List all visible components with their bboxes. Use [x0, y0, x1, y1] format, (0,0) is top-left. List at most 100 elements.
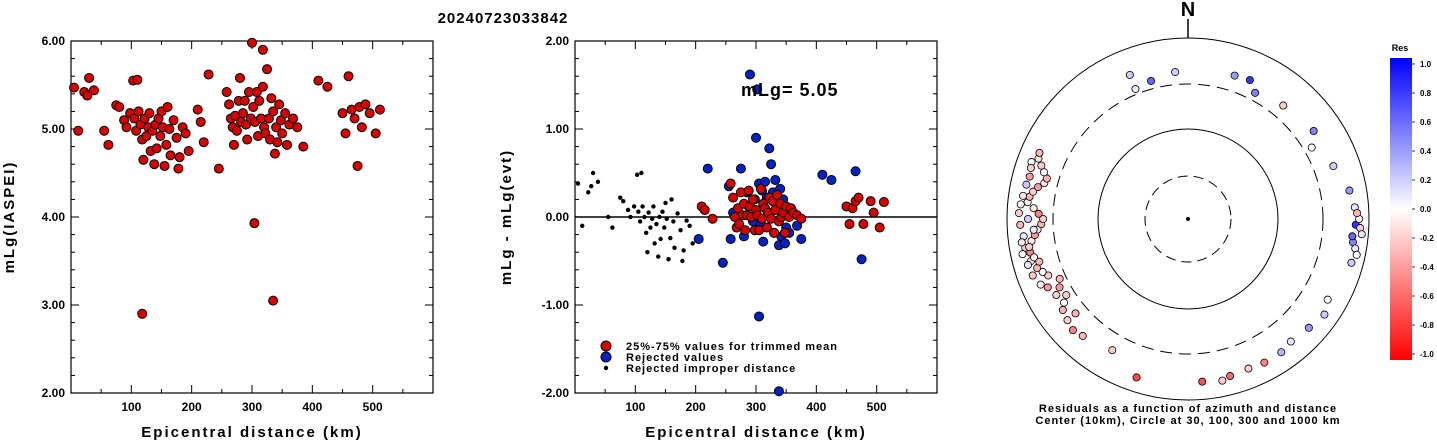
improper-distance-point	[621, 198, 626, 204]
residual-point	[1286, 337, 1295, 346]
rejected-point	[779, 238, 790, 249]
colorbar-tick-label: -0.4	[1420, 263, 1434, 272]
y-tick-label: 0.00	[546, 210, 570, 224]
residual-point	[1309, 127, 1318, 136]
x-tick-label: 400	[806, 400, 826, 414]
improper-distance-point	[662, 225, 667, 230]
residual-point	[1352, 250, 1361, 259]
residual-point	[1357, 230, 1366, 239]
rejected-point	[725, 234, 736, 244]
x-tick-label: 400	[302, 400, 322, 414]
data-point	[349, 113, 360, 124]
improper-distance-point	[590, 170, 596, 176]
residual-point	[1014, 209, 1023, 218]
residual-point	[1171, 68, 1180, 77]
residual-point	[1058, 305, 1067, 314]
data-point	[137, 308, 148, 319]
residual-point	[1277, 348, 1286, 357]
data-point	[352, 160, 363, 171]
ring-100km	[1097, 128, 1279, 310]
residual-point	[1226, 372, 1235, 381]
data-point	[84, 72, 95, 83]
residual-point	[1038, 267, 1047, 276]
residual-point	[1230, 71, 1239, 80]
improper-distance-point	[631, 204, 637, 209]
trimmed-mean-point	[725, 178, 736, 189]
data-point	[340, 128, 351, 139]
data-point	[254, 95, 265, 106]
rejected-point	[766, 159, 777, 170]
improper-distance-point	[636, 209, 641, 214]
data-point	[161, 139, 172, 150]
improper-distance-point	[639, 170, 644, 176]
residual-point	[1347, 258, 1356, 267]
data-point	[198, 137, 209, 148]
residual-point	[1348, 232, 1357, 241]
improper-distance-point	[651, 204, 656, 209]
improper-distance-point	[575, 181, 581, 186]
improper-distance-point	[657, 214, 662, 220]
data-point	[288, 113, 299, 124]
residual-point	[1345, 186, 1354, 195]
x-tick-label: 500	[867, 400, 887, 414]
trimmed-mean-point	[747, 194, 758, 205]
data-point	[266, 93, 277, 104]
data-point	[249, 218, 260, 229]
residual-point	[1016, 220, 1025, 229]
caption-line-2: Center (10km), Circle at 30, 100, 300 an…	[1035, 415, 1340, 427]
y-axis-label: mLg - mLg(evt)	[498, 149, 515, 285]
trimmed-mean-point	[858, 219, 869, 230]
y-tick-label: 3.00	[42, 298, 66, 312]
data-point	[162, 102, 173, 112]
colorbar-tick-label: 0.2	[1420, 176, 1432, 185]
residual-point	[1260, 358, 1269, 367]
data-point	[262, 64, 273, 75]
data-point	[237, 108, 248, 119]
data-point	[132, 74, 143, 85]
panel-residuals: 100 200 300 400 500 -2.00 -1.00 0.00 1.00 2.00 mL…	[498, 34, 938, 441]
residual-point	[1353, 209, 1362, 218]
colorbar-gradient	[1390, 58, 1412, 360]
residual-point	[1035, 148, 1044, 157]
rejected-point	[735, 163, 746, 174]
colorbar-tick-label: -0.2	[1420, 234, 1434, 243]
ring-1000km	[1006, 37, 1370, 401]
data-point	[174, 152, 185, 163]
y-tick-label: 2.00	[42, 386, 66, 400]
data-point	[171, 132, 182, 143]
rejected-point	[693, 234, 704, 244]
data-point	[168, 115, 179, 126]
trimmed-mean-point	[734, 219, 745, 230]
residual-point	[1044, 271, 1053, 280]
data-point	[173, 163, 184, 174]
x-tick-label: 100	[625, 400, 645, 414]
rejected-point	[752, 84, 763, 95]
legend-marker-improper	[603, 365, 609, 371]
residual-point	[1052, 291, 1061, 300]
data-point	[155, 131, 166, 142]
data-point	[144, 108, 155, 119]
residual-point	[1019, 191, 1028, 200]
trimmed-mean-point	[743, 185, 754, 196]
tick-marks: 100 200 300 400 500 -2.00 -1.00 0.00 1.00 2.00	[542, 34, 938, 414]
rejected-point	[764, 143, 775, 154]
legend-label-used: 25%-75% values for trimmed mean	[626, 341, 838, 353]
residual-point	[1329, 162, 1338, 171]
improper-distance-point	[675, 211, 680, 216]
panel-magnitude: 100 200 300 400 500 2.00 3.00 4.00 5.00 6.00 Epic…	[1, 34, 434, 441]
colorbar-ticks: 1.0 0.8 0.6 0.4 0.2 0.0 -0.2 -0.4 -0.6 -0.8 -1.0	[1412, 60, 1434, 359]
data-point	[165, 150, 176, 161]
rejected-point	[758, 236, 769, 247]
data-point	[374, 104, 385, 115]
improper-distance-point	[678, 228, 683, 233]
y-tick-label: -1.00	[542, 298, 570, 312]
data-point	[151, 143, 162, 154]
improper-distance-point	[648, 225, 653, 230]
data-point	[356, 122, 367, 133]
y-tick-label: -2.00	[542, 386, 570, 400]
improper-distance-point	[637, 219, 643, 224]
improper-distance-point	[645, 250, 650, 255]
data-point	[242, 134, 253, 145]
residual-point	[1022, 180, 1031, 189]
improper-distance-point	[605, 214, 611, 220]
